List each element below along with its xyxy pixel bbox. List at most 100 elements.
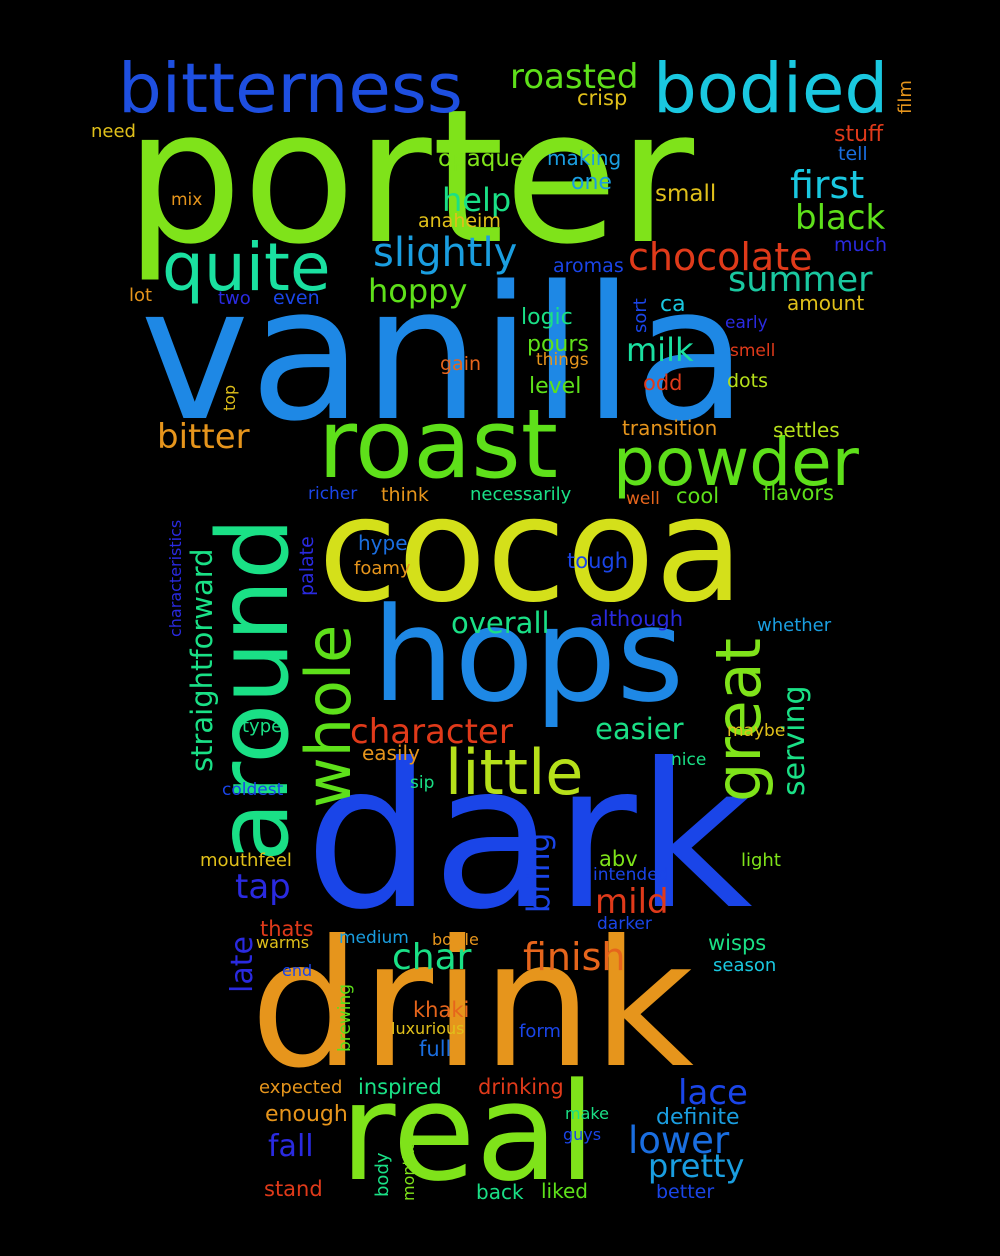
word: hops [372,579,685,731]
word: dark [305,721,753,954]
word: quite [162,229,331,306]
word: anaheim [418,210,501,232]
word: around [197,517,311,862]
word: film [895,80,916,114]
word: definite [656,1105,740,1130]
word: porter [125,69,695,285]
word: tough [567,549,629,573]
word: pours [527,332,589,357]
word: palate [296,536,318,596]
word: cocoa [318,466,744,635]
word: although [590,607,684,631]
word: mix [171,190,203,210]
word: thats [260,917,314,941]
word: pretty [648,1147,745,1185]
word: foamy [354,558,411,579]
word: late [225,936,260,993]
word: light [741,850,781,871]
word: smell [730,341,776,361]
word: black [795,198,886,238]
word: inspired [358,1075,442,1099]
word: much [834,234,888,256]
word: drinking [478,1075,564,1099]
word: level [529,374,582,399]
word: dots [727,370,769,392]
word: darker [597,914,652,934]
word: khaki [413,998,470,1022]
word: end [282,961,313,980]
word: two [218,288,251,309]
word: one [571,170,612,195]
word: brewing [335,983,355,1052]
word: expected [259,1077,343,1098]
word: char [392,937,472,978]
word: roast [318,390,559,500]
word: fall [268,1129,314,1164]
word: season [713,955,777,976]
word: help [442,181,512,219]
word: wisps [708,931,767,955]
word: characteristics [166,519,185,637]
word: roasted [510,57,639,97]
word: gain [440,353,482,375]
word: straightforward [185,548,219,772]
word: powder [613,424,859,501]
word: finish [523,935,626,979]
word: real [340,1054,596,1211]
word: crisp [577,86,628,110]
word: tap [235,867,291,907]
word: lot [129,285,153,306]
word: amount [787,291,865,315]
word: liked [541,1179,588,1203]
word: opaque [438,146,525,172]
word: chocolate [628,235,813,279]
word: whether [757,615,832,636]
word: type [242,716,283,737]
word: guys [563,1125,602,1144]
word: enough [265,1102,348,1127]
word: flavors [763,481,834,505]
word: form [519,1021,561,1042]
word: even [273,287,320,309]
word: aromas [553,255,624,277]
word: easier [595,712,684,746]
word: hype [358,531,408,555]
word: bring [521,832,557,913]
word: summer [728,260,873,300]
word: bodied [653,49,889,129]
word: drink [250,904,694,1107]
word: mouthfeel [200,850,292,871]
word: small [655,181,717,207]
word: logic [521,305,573,330]
word: bitterness [118,49,463,129]
word: odd [643,371,683,395]
word: vanilla [140,246,748,462]
word: hoppy [368,272,468,310]
word: maybe [727,721,786,741]
word: ca [660,292,686,317]
word: stuff [834,122,884,147]
word: top [220,384,239,411]
word: need [91,121,136,142]
word: cool [676,484,720,508]
word: make [565,1104,609,1123]
word: settles [773,418,840,442]
word: little [445,736,584,809]
word: medium [339,928,409,948]
word: sort [630,298,651,333]
word: early [725,313,768,333]
word: coldest [222,780,284,800]
word: milk [626,331,694,369]
word: tell [838,143,868,165]
word: months [399,1140,418,1201]
word: think [381,484,429,506]
word: first [790,163,865,207]
word: well [626,489,660,509]
word: overall [451,606,550,640]
word: transition [622,416,718,440]
word: nice [671,750,707,770]
word: richer [308,484,358,504]
word: necessarily [470,484,572,505]
word: making [547,146,622,170]
